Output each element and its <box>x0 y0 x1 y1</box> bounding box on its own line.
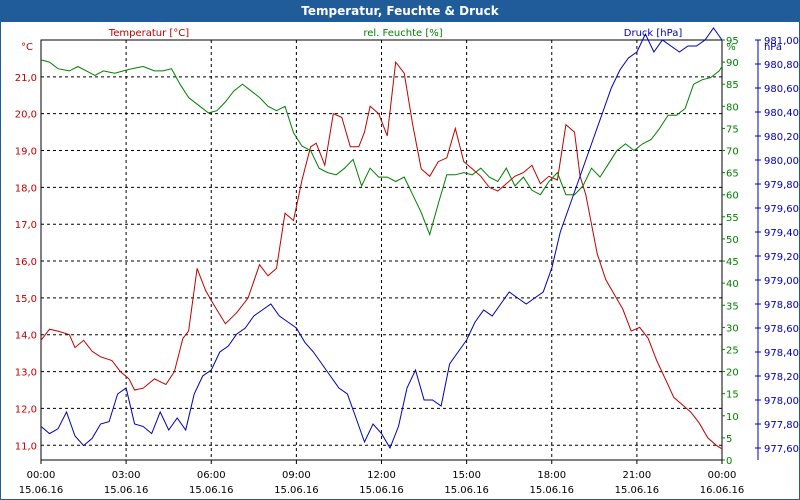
y-tick-label-humidity: 5 <box>726 434 732 445</box>
x-tick-label-time: 00:00 <box>27 470 56 481</box>
y-tick-label-humidity: 40 <box>726 279 739 290</box>
y-tick-label-humidity: 15 <box>726 390 739 401</box>
x-tick-label-time: 18:00 <box>537 470 566 481</box>
y-tick-label-temperature: 17,0 <box>15 220 37 231</box>
series-line-pressure <box>40 27 723 450</box>
y-tick-label-temperature: 19,0 <box>15 147 37 158</box>
series-label-humidity: rel. Feuchte [%] <box>363 28 442 39</box>
y-unit-humidity: % <box>726 42 736 53</box>
y-tick-label-pressure: 980,40 <box>764 108 799 119</box>
y-tick-label-humidity: 30 <box>726 323 739 334</box>
x-tick-label-date: 15.06.16 <box>274 485 319 496</box>
y-unit-temperature: °C <box>21 42 33 53</box>
y-tick-label-temperature: 15,0 <box>15 294 37 305</box>
y-tick-label-pressure: 981,00 <box>764 36 799 47</box>
y-tick-label-humidity: 45 <box>726 257 739 268</box>
y-tick-label-pressure: 978,40 <box>764 348 799 359</box>
y-tick-label-temperature: 20,0 <box>15 110 37 121</box>
y-tick-label-pressure: 977,80 <box>764 420 799 431</box>
y-tick-label-pressure: 978,00 <box>764 396 799 407</box>
series-line-temperature <box>40 60 723 450</box>
y-tick-label-temperature: 13,0 <box>15 368 37 379</box>
y-tick-label-humidity: 80 <box>726 102 739 113</box>
y-tick-label-humidity: 65 <box>726 169 739 180</box>
y-tick-label-humidity: 0 <box>726 456 732 467</box>
x-tick-label-date: 15.06.16 <box>444 485 489 496</box>
x-tick-label-time: 06:00 <box>197 470 226 481</box>
y-tick-label-temperature: 16,0 <box>15 257 37 268</box>
axis-labels: 00:00 15.06.16 03:00 15.06.16 06:00 15.06.16 0… <box>15 28 799 496</box>
x-tick-label-time: 03:00 <box>112 470 141 481</box>
series-label-temperature: Temperatur [°C] <box>108 28 189 39</box>
x-tick-label-time: 09:00 <box>282 470 311 481</box>
x-tick-label-time: 15:00 <box>452 470 481 481</box>
x-tick-label-date: 16.06.16 <box>700 485 745 496</box>
x-tick-label-date: 15.06.16 <box>104 485 149 496</box>
y-tick-label-humidity: 50 <box>726 235 739 246</box>
y-tick-label-temperature: 21,0 <box>15 73 37 84</box>
y-tick-label-humidity: 95 <box>726 36 739 47</box>
x-tick-label-date: 15.06.16 <box>189 485 234 496</box>
y-tick-label-pressure: 979,20 <box>764 252 799 263</box>
y-tick-label-pressure: 979,00 <box>764 276 799 287</box>
y-tick-label-humidity: 90 <box>726 58 739 69</box>
y-tick-label-pressure: 977,60 <box>764 444 799 455</box>
y-tick-label-temperature: 11,0 <box>15 441 37 452</box>
chart-panel: 00:00 15.06.16 03:00 15.06.16 06:00 15.06.16 0… <box>0 22 800 500</box>
y-tick-label-humidity: 85 <box>726 80 739 91</box>
y-tick-label-pressure: 978,20 <box>764 372 799 383</box>
y-tick-label-humidity: 60 <box>726 191 739 202</box>
x-tick-label-time: 21:00 <box>622 470 651 481</box>
y-tick-label-temperature: 14,0 <box>15 331 37 342</box>
y-unit-pressure: hPa <box>764 42 782 53</box>
y-tick-label-pressure: 980,20 <box>764 132 799 143</box>
y-tick-label-humidity: 35 <box>726 301 739 312</box>
x-tick-label-time: 00:00 <box>708 470 737 481</box>
series-line-humidity <box>40 59 723 237</box>
series-label-pressure: Druck [hPa] <box>624 28 683 39</box>
y-tick-label-humidity: 20 <box>726 368 739 379</box>
y-tick-label-pressure: 980,80 <box>764 60 799 71</box>
y-tick-label-humidity: 75 <box>726 124 739 135</box>
y-tick-label-pressure: 978,60 <box>764 324 799 335</box>
grid <box>40 39 761 464</box>
y-tick-label-pressure: 978,80 <box>764 300 799 311</box>
y-tick-label-pressure: 979,40 <box>764 228 799 239</box>
x-tick-label-date: 15.06.16 <box>615 485 660 496</box>
series-group <box>40 27 723 450</box>
y-tick-label-temperature: 12,0 <box>15 404 37 415</box>
x-tick-label-date: 15.06.16 <box>19 485 64 496</box>
y-tick-label-humidity: 10 <box>726 412 739 423</box>
line-chart: 00:00 15.06.16 03:00 15.06.16 06:00 15.06.16 0… <box>15 27 799 496</box>
y-tick-label-temperature: 18,0 <box>15 183 37 194</box>
y-tick-label-humidity: 25 <box>726 345 739 356</box>
x-tick-label-date: 15.06.16 <box>359 485 404 496</box>
y-tick-label-pressure: 980,00 <box>764 156 799 167</box>
y-tick-label-pressure: 980,60 <box>764 84 799 95</box>
x-tick-label-time: 12:00 <box>367 470 396 481</box>
y-tick-label-pressure: 979,80 <box>764 180 799 191</box>
window-title: Temperatur, Feuchte & Druck <box>0 0 800 22</box>
y-tick-label-humidity: 55 <box>726 213 739 224</box>
y-tick-label-humidity: 70 <box>726 147 739 158</box>
x-tick-label-date: 15.06.16 <box>529 485 574 496</box>
y-tick-label-pressure: 979,60 <box>764 204 799 215</box>
